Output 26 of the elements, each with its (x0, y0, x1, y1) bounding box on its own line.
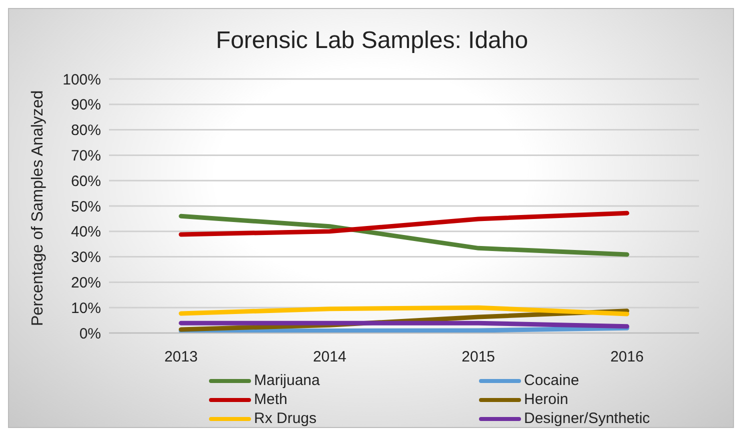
y-tick-label: 10% (70, 300, 101, 317)
y-tick-label: 50% (70, 198, 101, 216)
line-series (178, 305, 630, 316)
legend-label: Meth (254, 390, 288, 409)
y-tick-label: 20% (70, 274, 101, 292)
legend-label: Heroin (524, 390, 568, 409)
y-tick-label: 90% (70, 96, 101, 114)
chart-title: Forensic Lab Samples: Idaho (214, 27, 530, 55)
y-axis-title: Percentage of Samples Analyzed (30, 90, 47, 326)
legend-label: Designer/Synthetic (524, 409, 650, 428)
y-tick-label: 80% (70, 122, 101, 140)
legend-label: Marijuana (254, 371, 320, 390)
y-tick-label: 0% (79, 325, 101, 342)
x-tick-label: 2014 (312, 348, 346, 366)
y-tick-label: 60% (70, 172, 101, 190)
x-tick-label: 2015 (462, 348, 496, 366)
y-tick-label: 70% (70, 148, 101, 165)
line-series (178, 214, 630, 257)
y-tick-label: 40% (70, 224, 101, 241)
y-tick-label: 100% (62, 71, 101, 88)
legend-label: Cocaine (524, 371, 580, 390)
line-series (178, 210, 630, 237)
x-tick-label: 2016 (610, 348, 644, 366)
y-tick-label: 30% (70, 249, 101, 266)
x-tick-label: 2013 (164, 348, 198, 366)
legend-label: Rx Drugs (254, 409, 317, 428)
